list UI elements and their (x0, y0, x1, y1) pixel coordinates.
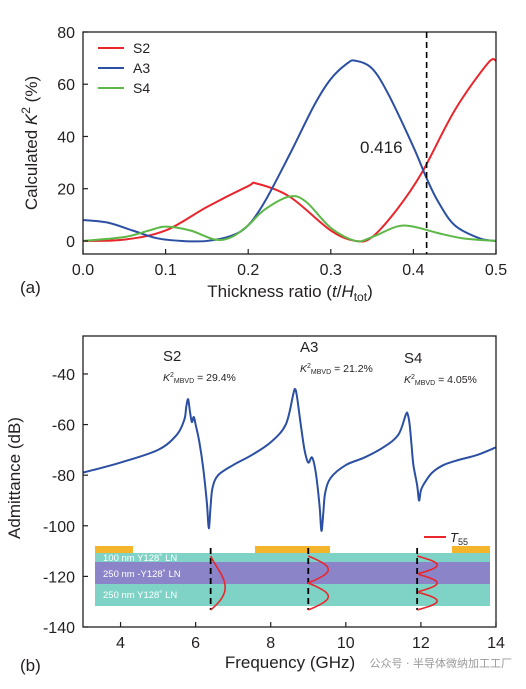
series-line-s4 (82, 195, 497, 243)
x-tick-label: 0.1 (154, 262, 176, 279)
legend-label-a3: A3 (133, 60, 150, 76)
panel-b-x-axis-title: Frequency (GHz) (225, 653, 355, 672)
layer-bottom-250nm (95, 584, 490, 606)
x-tick-label: 8 (266, 635, 275, 652)
panel-b-frame (82, 335, 497, 628)
x-tick-label: 0.4 (402, 262, 424, 279)
k2-value-a3: K2MBVD = 21.2% (300, 363, 373, 376)
mode-title-s2: S2 (163, 348, 181, 365)
legend-label-s2: S2 (133, 40, 150, 56)
y-tick-label: -60 (52, 418, 75, 435)
y-tick-label: -100 (43, 519, 75, 536)
inset-t55-profiles (209, 555, 438, 611)
t55-legend-label: T55 (450, 530, 468, 547)
legend-label-s4: S4 (133, 80, 150, 96)
series-line-a3 (82, 59, 497, 243)
layer-label-mid: 250 nm -Y128˚ LN (103, 569, 181, 580)
x-tick-label: 4 (116, 635, 125, 652)
thickness-marker-label: 0.416 (360, 138, 403, 157)
y-tick-label: 60 (57, 77, 75, 94)
panel-a: 0.0 0.1 0.2 0.3 0.4 0.5 0 20 40 60 80 0.416 S2 A3… (19, 25, 507, 304)
x-tick-label: 0.3 (320, 262, 342, 279)
panel-b-y-axis-title: Admittance (dB) (5, 417, 24, 539)
panel-a-frame (82, 31, 497, 255)
mode-title-s4: S4 (404, 350, 422, 367)
x-tick-label: 12 (412, 635, 430, 652)
y-tick-label: 20 (57, 182, 75, 199)
k2-value-s4: K2MBVD = 4.05% (404, 374, 477, 387)
series-line-s2 (82, 57, 497, 243)
panel-b-x-ticks: 4 6 8 10 12 14 (116, 622, 505, 652)
stress-profile-curve (209, 555, 226, 611)
x-tick-label: 0.0 (72, 262, 94, 279)
watermark: 公众号 · 半导体微纳加工工厂 (370, 656, 513, 670)
k2-value-s2: K2MBVD = 29.4% (163, 372, 236, 385)
x-tick-label: 0.2 (237, 262, 259, 279)
y-tick-label: 80 (57, 25, 75, 42)
stack-inset: 100 nm Y128˚ LN 250 nm -Y128˚ LN 250 nm … (95, 530, 490, 611)
panel-a-plot-area (82, 57, 497, 243)
panel-a-y-axis-title: Calculated K2 (%) (19, 76, 41, 210)
y-tick-label: 0 (66, 234, 75, 251)
y-tick-label: -80 (52, 468, 75, 485)
panel-b-label: (b) (20, 656, 41, 675)
electrode-1 (95, 546, 133, 553)
x-tick-label: 0.5 (485, 262, 507, 279)
stress-profile-curve (307, 555, 330, 611)
y-tick-label: 40 (57, 129, 75, 146)
layer-top-100nm (95, 553, 490, 562)
electrode-3 (452, 546, 490, 553)
layer-label-top: 100 nm Y128˚ LN (103, 553, 177, 564)
panel-a-y-ticks: 0 20 40 60 80 (57, 25, 88, 251)
x-tick-label: 14 (487, 635, 505, 652)
stress-profile-curve (416, 555, 438, 611)
panel-a-x-axis-title: Thickness ratio (t/Htot) (207, 282, 372, 304)
inset-mode-markers (209, 548, 419, 610)
mode-annotation-a3: A3 K2MBVD = 21.2% (300, 339, 373, 376)
admittance-line (82, 387, 497, 532)
y-tick-label: -140 (43, 620, 75, 637)
panel-b-plot-area (82, 387, 497, 532)
y-tick-label: -120 (43, 569, 75, 586)
panel-b: 100 nm Y128˚ LN 250 nm -Y128˚ LN 250 nm … (5, 335, 513, 675)
layer-label-bottom: 250 nm Y128˚ LN (103, 590, 177, 601)
y-tick-label: -40 (52, 367, 75, 384)
x-tick-label: 10 (337, 635, 355, 652)
mode-annotation-s2: S2 K2MBVD = 29.4% (163, 348, 236, 385)
panel-a-x-ticks: 0.0 0.1 0.2 0.3 0.4 0.5 (72, 249, 507, 279)
mode-annotation-s4: S4 K2MBVD = 4.05% (404, 350, 477, 387)
layer-mid-250nm (95, 562, 490, 584)
x-tick-label: 6 (191, 635, 200, 652)
panel-a-label: (a) (20, 278, 41, 297)
mode-title-a3: A3 (300, 339, 318, 356)
panel-b-y-ticks: -40 -60 -80 -100 -120 -140 (43, 367, 88, 637)
panel-a-legend: S2 A3 S4 (98, 40, 150, 96)
electrode-2 (255, 546, 330, 553)
